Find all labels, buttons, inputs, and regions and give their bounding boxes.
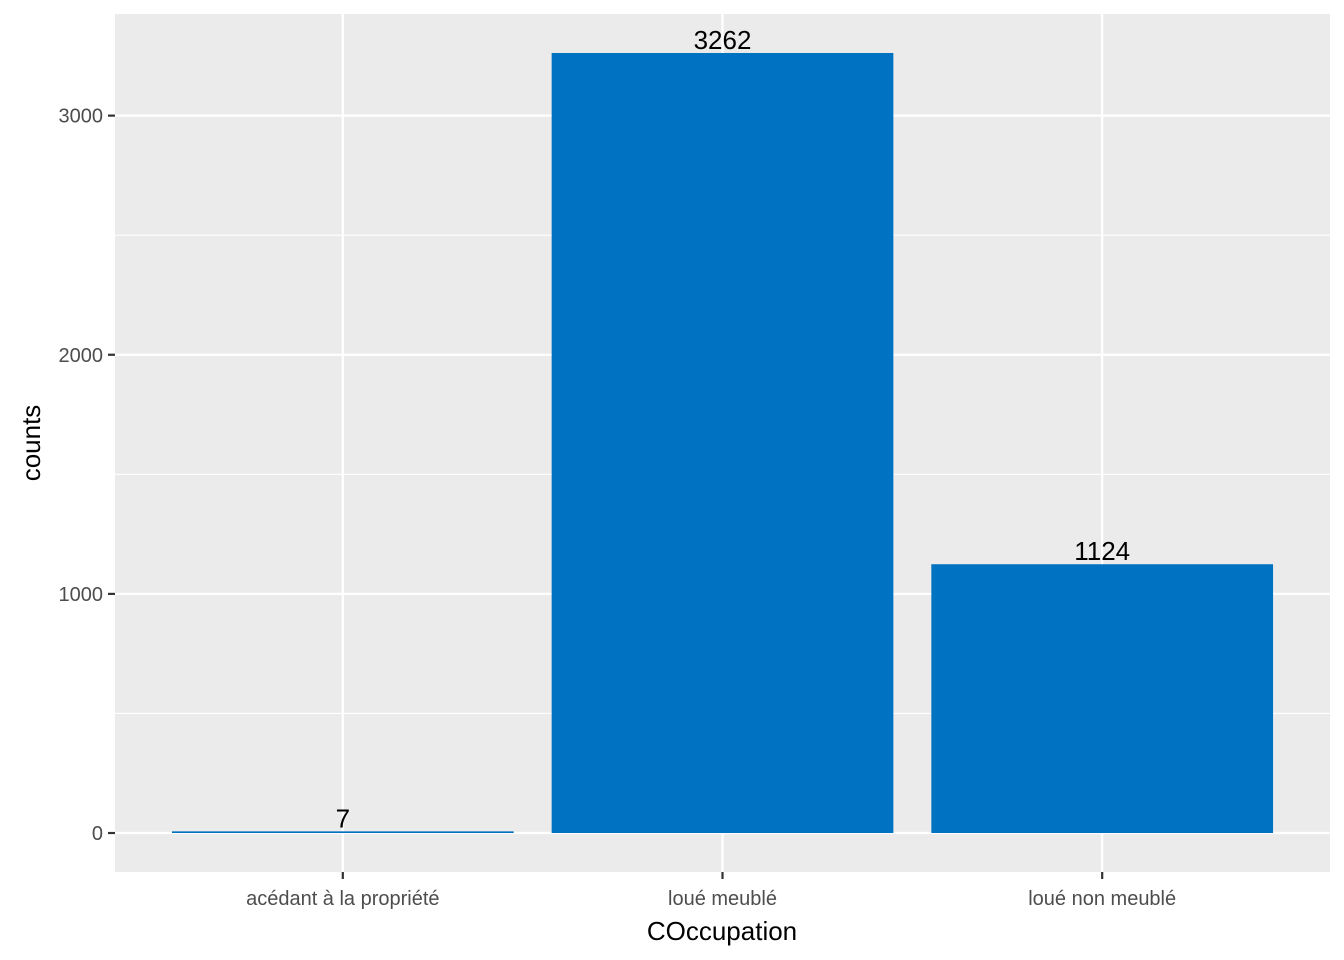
bars-group [171,52,1274,834]
y-tick-label: 1000 [59,584,104,606]
data-labels-group: 7 3262 1124 [336,25,1131,833]
x-axis-title: COccupation [647,916,797,946]
x-tick-label: loué non meublé [1028,888,1176,910]
y-tick-label: 3000 [59,106,104,128]
x-axis: acédant à la propriété loué meublé loué no… [246,872,1176,910]
y-axis: 0 1000 2000 3000 [59,106,115,845]
x-tick-label: loué meublé [668,888,777,910]
y-tick-label: 0 [92,823,103,845]
x-tick-label: acédant à la propriété [246,888,439,910]
bar-value-label: 1124 [1074,536,1130,566]
bar [171,831,514,834]
y-tick-label: 2000 [59,345,104,367]
bar-value-label: 3262 [694,25,752,55]
bar [551,52,894,834]
bar-value-label: 7 [336,803,350,833]
y-axis-title: counts [16,405,46,482]
bar [931,564,1274,834]
